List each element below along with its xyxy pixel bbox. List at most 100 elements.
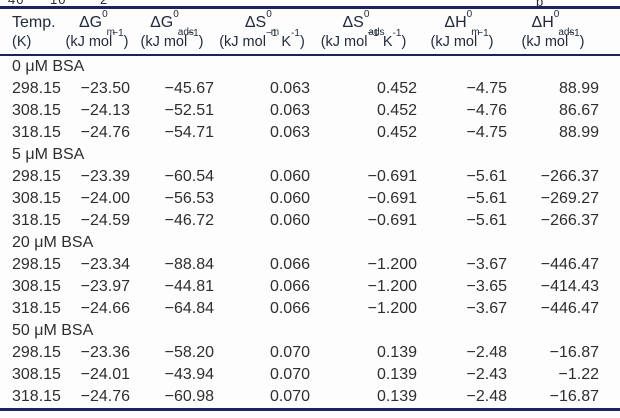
table-cell: 0.063 — [269, 124, 310, 141]
table-cell: −2.48 — [466, 388, 507, 405]
table-cell: 298.15 — [12, 168, 61, 185]
table-cell: −1.200 — [367, 300, 417, 317]
table-cell: −3.65 — [466, 278, 507, 295]
table-cell: −64.84 — [164, 300, 214, 317]
column-header-symbol: ΔH0ads — [531, 8, 575, 39]
table-cell: 0.060 — [269, 168, 310, 185]
cropped-line-above: 40 10 2 p — [0, 0, 620, 6]
table-cell: −24.76 — [80, 124, 130, 141]
table-cell: 308.15 — [12, 366, 61, 383]
table-cell: −414.43 — [540, 278, 599, 295]
table-cell: −446.47 — [540, 256, 599, 273]
table-cell: −4.76 — [466, 102, 507, 119]
column-header-unit: (kJ mol−1) — [65, 28, 129, 50]
section-label: 0 μM BSA — [12, 58, 85, 75]
table-cell: −24.13 — [80, 102, 130, 119]
column-header-symbol: ΔG0ads — [150, 8, 194, 39]
table-cell: −43.94 — [164, 366, 214, 383]
table-cell: −44.81 — [164, 278, 214, 295]
column-header-symbol: ΔH0m — [444, 8, 480, 39]
column-header-symbol: ΔS0m — [244, 8, 280, 39]
table-cell: −46.72 — [164, 212, 214, 229]
thermo-table-body: 0 μM BSA 298.15 −23.50 −45.67 0.063 0.452 −4.7… — [8, 56, 599, 408]
table-cell: 0.066 — [269, 300, 310, 317]
cropped-text-fragment: 10 — [50, 0, 66, 6]
table-cell: −23.50 — [80, 80, 130, 97]
table-cell: 0.139 — [376, 344, 417, 361]
column-header-symbol: ΔG0m — [78, 8, 116, 39]
table-header-row: Temp. (K) ΔG0m (kJ mol−1) ΔG0ads (kJ mol−1) ΔS… — [8, 9, 599, 54]
column-header: Temp. (K) — [8, 12, 64, 54]
table-cell: 298.15 — [12, 80, 61, 97]
table-cell: 0.070 — [269, 366, 310, 383]
table-cell: −24.76 — [80, 388, 130, 405]
table-cell: 0.066 — [269, 256, 310, 273]
table-header-rule — [0, 54, 620, 56]
table-cell: −266.37 — [540, 168, 599, 185]
table-cell: 0.452 — [376, 124, 417, 141]
table-cell: 88.99 — [558, 124, 599, 141]
table-cell: 88.99 — [558, 80, 599, 97]
table-cell: −5.61 — [466, 190, 507, 207]
table-cell: −446.47 — [540, 300, 599, 317]
table-cell: 318.15 — [12, 124, 61, 141]
table-cell: −23.39 — [80, 168, 130, 185]
table-cell: −1.22 — [558, 366, 599, 383]
column-header-unit: (K) — [12, 34, 32, 50]
table-cell: −23.97 — [80, 278, 130, 295]
table-cell: −54.71 — [164, 124, 214, 141]
table-cell: −24.59 — [80, 212, 130, 229]
table-cell: −88.84 — [164, 256, 214, 273]
table-cell: −60.98 — [164, 388, 214, 405]
table-cell: 0.452 — [376, 80, 417, 97]
table-cell: −23.34 — [80, 256, 130, 273]
column-header: ΔH0ads (kJ mol−1) — [507, 8, 599, 54]
table-cell: −3.67 — [466, 256, 507, 273]
table-cell: 0.066 — [269, 278, 310, 295]
cropped-text-fragment: p — [536, 0, 544, 6]
table-cell: 0.060 — [269, 190, 310, 207]
table-cell: −1.200 — [367, 256, 417, 273]
column-header: ΔG0ads (kJ mol−1) — [130, 8, 214, 54]
table-cell: −56.53 — [164, 190, 214, 207]
section-label: 5 μM BSA — [12, 146, 85, 163]
table-cell: −45.67 — [164, 80, 214, 97]
column-header: ΔH0m (kJ mol−1) — [417, 8, 507, 54]
table-cell: −269.27 — [540, 190, 599, 207]
section-label: 50 μM BSA — [12, 322, 94, 339]
column-header: ΔS0m (kJ mol−1 K-1) — [214, 8, 310, 54]
table-cell: 0.060 — [269, 212, 310, 229]
table-cell: −16.87 — [549, 388, 599, 405]
table-cell: −1.200 — [367, 278, 417, 295]
cropped-text-fragment: 2 — [100, 0, 108, 6]
column-header-symbol: Temp. — [12, 14, 56, 31]
table-cell: −52.51 — [164, 102, 214, 119]
column-header-unit: (kJ mol−1) — [140, 28, 204, 50]
table-cell: −5.61 — [466, 212, 507, 229]
column-header-unit: (kJ mol−1 K-1) — [320, 28, 407, 50]
table-cell: −5.61 — [466, 168, 507, 185]
table-cell: −266.37 — [540, 212, 599, 229]
table-cell: 298.15 — [12, 256, 61, 273]
table-cell: −2.43 — [466, 366, 507, 383]
table-cell: −0.691 — [367, 212, 417, 229]
column-header: ΔG0m (kJ mol−1) — [64, 8, 130, 54]
column-header-unit: (kJ mol−1 K-1) — [219, 28, 305, 50]
table-cell: 308.15 — [12, 102, 61, 119]
table-cell: −4.75 — [466, 124, 507, 141]
column-header-unit: (kJ mol−1) — [430, 28, 494, 50]
column-header-symbol: ΔS0ads — [342, 8, 385, 39]
table-cell: −16.87 — [549, 344, 599, 361]
column-header: ΔS0ads (kJ mol−1 K-1) — [310, 8, 417, 54]
table-cell: 318.15 — [12, 388, 61, 405]
section-label: 20 μM BSA — [12, 234, 94, 251]
table-cell: −23.36 — [80, 344, 130, 361]
table-cell: −60.54 — [164, 168, 214, 185]
table-cell: −0.691 — [367, 168, 417, 185]
table-cell: −0.691 — [367, 190, 417, 207]
table-cell: 0.070 — [269, 388, 310, 405]
table-cell: −58.20 — [164, 344, 214, 361]
table-cell: 0.063 — [269, 102, 310, 119]
cropped-text-fragment: 40 — [8, 0, 24, 6]
table-cell: −3.67 — [466, 300, 507, 317]
